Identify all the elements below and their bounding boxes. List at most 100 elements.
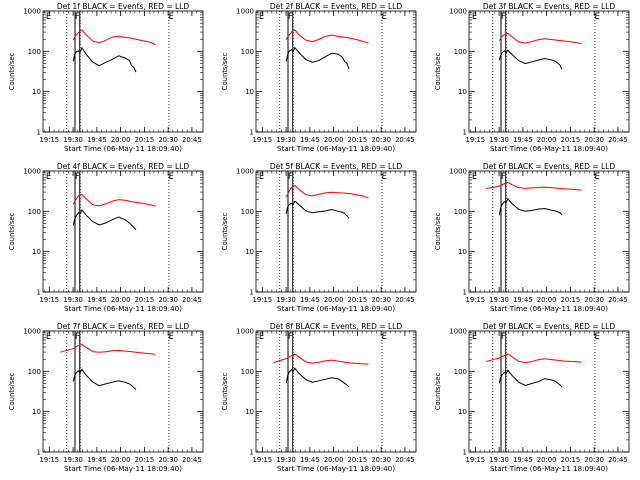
y-tick-label: 1	[463, 289, 467, 297]
panel-det-3: Det 3f BLACK = Events, RED = LLD 1 10 100 10…	[434, 2, 630, 153]
y-tick-label: 1000	[23, 8, 41, 16]
lld-series-line	[273, 353, 369, 365]
chart-title: Det 4f BLACK = Events, RED = LLD	[57, 162, 190, 171]
y-tick-label: 10	[32, 88, 41, 96]
x-tick-label: 20:45	[608, 296, 628, 304]
y-axis-label: Counts/sec	[434, 53, 442, 91]
marker-label: E	[169, 12, 174, 22]
x-tick-label: 20:15	[135, 456, 155, 464]
marker-label: F	[75, 12, 80, 22]
y-tick-label: 1	[37, 449, 41, 457]
lld-series-line	[60, 343, 156, 355]
marker-label: E	[595, 172, 600, 182]
marker-label: E	[595, 12, 600, 22]
y-axis-label: Counts/sec	[8, 53, 16, 91]
x-tick-label: 19:45	[87, 456, 107, 464]
events-series-line	[498, 49, 563, 70]
marker-label: E	[472, 172, 477, 182]
marker-label: E	[169, 332, 174, 342]
lld-series-line	[285, 29, 369, 44]
y-tick-label: 1	[37, 289, 41, 297]
panel-det-1: Det 1f BLACK = Events, RED = LLD 1 10 100 10…	[8, 2, 204, 153]
x-tick-label: 20:15	[561, 296, 581, 304]
y-tick-label: 100	[454, 208, 467, 216]
marker-label: E	[46, 12, 51, 22]
y-tick-label: 1	[463, 449, 467, 457]
x-tick-label: 19:45	[300, 456, 320, 464]
x-tick-label: 20:00	[324, 296, 344, 304]
marker-label: E	[259, 12, 264, 22]
x-tick-label: 19:15	[40, 296, 60, 304]
x-tick-label: 19:15	[253, 136, 273, 144]
x-tick-label: 19:15	[253, 456, 273, 464]
marker-label: F	[75, 332, 80, 342]
marker-label: E	[46, 172, 51, 182]
panel-det-7: Det 7f BLACK = Events, RED = LLD 1 10 100 10…	[8, 322, 204, 473]
y-tick-label: 10	[245, 88, 254, 96]
x-tick-label: 20:30	[584, 296, 604, 304]
x-tick-label: 19:30	[276, 136, 296, 144]
panel-det-9: Det 9f BLACK = Events, RED = LLD 1 10 100 10…	[434, 322, 630, 473]
x-tick-label: 19:30	[489, 456, 509, 464]
lld-series-line	[285, 184, 369, 199]
events-series-line	[285, 367, 350, 388]
marker-label: E	[259, 332, 264, 342]
y-tick-label: 100	[454, 368, 467, 376]
x-axis-label: Start Time (06-May-11 18:09:40)	[490, 464, 608, 473]
y-tick-label: 1	[463, 129, 467, 137]
panel-det-8: Det 8f BLACK = Events, RED = LLD 1 10 100 10…	[221, 322, 417, 473]
marker-label: F	[501, 12, 506, 22]
y-tick-label: 100	[454, 48, 467, 56]
x-tick-label: 20:00	[111, 296, 131, 304]
plot-frame	[255, 10, 417, 133]
y-tick-label: 1000	[449, 328, 467, 336]
x-tick-label: 20:30	[584, 136, 604, 144]
marker-label: F	[288, 12, 293, 22]
events-series-line	[72, 46, 137, 73]
y-tick-label: 1000	[449, 168, 467, 176]
x-tick-label: 20:15	[348, 296, 368, 304]
x-tick-label: 19:30	[276, 456, 296, 464]
marker-label: F	[501, 332, 506, 342]
lld-series-line	[72, 193, 156, 207]
x-tick-label: 20:00	[324, 456, 344, 464]
events-series-line	[498, 369, 563, 388]
x-axis-label: Start Time (06-May-11 18:09:40)	[490, 304, 608, 313]
marker-label: F	[75, 172, 80, 182]
y-tick-label: 1000	[449, 8, 467, 16]
y-tick-label: 1000	[23, 168, 41, 176]
lld-series-line	[498, 32, 582, 45]
x-tick-label: 20:00	[537, 136, 557, 144]
x-axis-label: Start Time (06-May-11 18:09:40)	[64, 144, 182, 153]
x-tick-label: 20:15	[561, 136, 581, 144]
x-tick-label: 19:45	[513, 136, 533, 144]
x-tick-label: 19:30	[276, 296, 296, 304]
y-tick-label: 100	[28, 48, 41, 56]
events-series-line	[285, 200, 350, 219]
events-series-line	[498, 197, 563, 216]
x-axis-label: Start Time (06-May-11 18:09:40)	[277, 144, 395, 153]
y-tick-label: 100	[241, 48, 254, 56]
y-axis-label: Counts/sec	[434, 373, 442, 411]
y-tick-label: 1	[37, 129, 41, 137]
y-tick-label: 10	[245, 408, 254, 416]
marker-label: E	[472, 12, 477, 22]
x-tick-label: 20:00	[537, 456, 557, 464]
lld-series-line	[486, 353, 582, 364]
y-tick-label: 10	[458, 88, 467, 96]
events-series-line	[285, 46, 350, 70]
x-tick-label: 20:45	[395, 136, 415, 144]
x-tick-label: 20:00	[111, 136, 131, 144]
plot-frame	[42, 330, 204, 453]
x-tick-label: 19:30	[489, 136, 509, 144]
lld-series-line	[486, 181, 582, 191]
x-tick-label: 19:45	[300, 136, 320, 144]
y-axis-label: Counts/sec	[221, 213, 229, 251]
x-axis-label: Start Time (06-May-11 18:09:40)	[490, 144, 608, 153]
x-tick-label: 20:30	[371, 456, 391, 464]
x-tick-label: 20:30	[158, 456, 178, 464]
marker-label: F	[288, 332, 293, 342]
x-tick-label: 19:30	[489, 296, 509, 304]
y-tick-label: 10	[458, 408, 467, 416]
